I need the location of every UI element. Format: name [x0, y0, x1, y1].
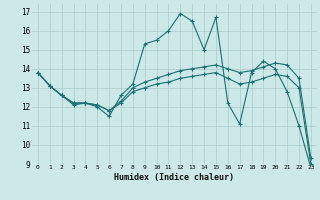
X-axis label: Humidex (Indice chaleur): Humidex (Indice chaleur) — [115, 173, 234, 182]
